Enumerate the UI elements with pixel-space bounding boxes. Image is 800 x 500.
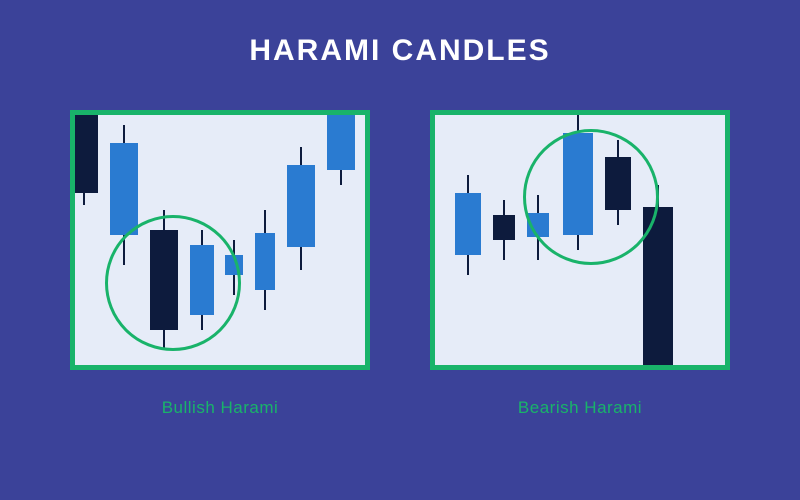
candle: [327, 115, 355, 365]
candle-body: [365, 110, 370, 140]
candle: [225, 115, 243, 365]
candle: [455, 115, 481, 365]
bullish-panel-wrap: Bullish Harami: [70, 110, 370, 418]
candle-body: [70, 115, 98, 193]
candle: [70, 115, 98, 365]
bearish-panel-wrap: Bearish Harami: [430, 110, 730, 418]
candle-body: [493, 215, 515, 240]
bullish-caption: Bullish Harami: [162, 398, 279, 418]
highlight-circle: [105, 215, 241, 351]
candle-body: [110, 143, 138, 235]
page-title: HARAMI CANDLES: [0, 34, 800, 68]
candle: [365, 115, 370, 365]
panels-row: Bullish Harami Bearish Harami: [0, 110, 800, 418]
bullish-chart-panel: [70, 110, 370, 370]
candle: [643, 115, 673, 365]
highlight-circle: [523, 129, 659, 265]
candle: [287, 115, 315, 365]
candle-body: [255, 233, 275, 290]
candle-body: [287, 165, 315, 247]
bearish-chart-panel: [430, 110, 730, 370]
candle-body: [327, 110, 355, 170]
candle: [255, 115, 275, 365]
candle: [493, 115, 515, 365]
bearish-caption: Bearish Harami: [518, 398, 642, 418]
candle-body: [455, 193, 481, 255]
